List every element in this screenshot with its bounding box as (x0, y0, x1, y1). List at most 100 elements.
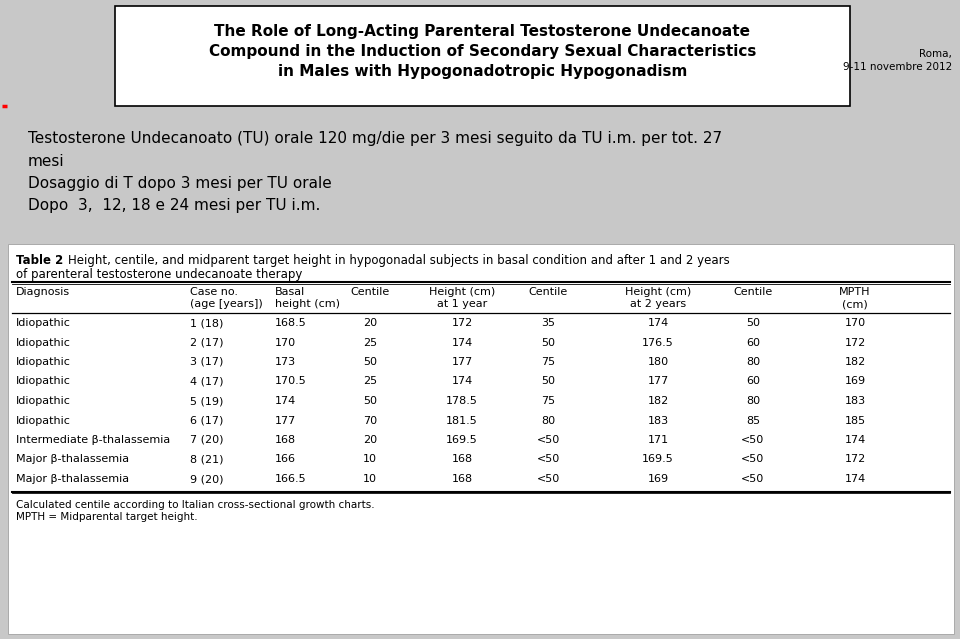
Text: 25: 25 (363, 337, 377, 348)
Text: 182: 182 (647, 396, 668, 406)
Text: MPTH
(cm): MPTH (cm) (839, 287, 871, 309)
Text: Intermediate β-thalassemia: Intermediate β-thalassemia (16, 435, 170, 445)
Text: <50: <50 (741, 435, 764, 445)
Text: Case no.
(age [years]): Case no. (age [years]) (190, 287, 263, 309)
Text: 174: 174 (275, 396, 297, 406)
Text: 169: 169 (845, 376, 866, 387)
Text: Idiopathic: Idiopathic (16, 376, 71, 387)
Text: Table 2: Table 2 (16, 254, 63, 267)
Text: 170.5: 170.5 (275, 376, 307, 387)
Text: 183: 183 (647, 415, 668, 426)
Text: 85: 85 (746, 415, 760, 426)
Text: 1 (18): 1 (18) (190, 318, 224, 328)
Text: 180: 180 (647, 357, 668, 367)
Text: mesi: mesi (28, 154, 64, 169)
Text: Basal
height (cm): Basal height (cm) (275, 287, 340, 309)
Text: 3 (17): 3 (17) (190, 357, 224, 367)
Text: 166.5: 166.5 (275, 474, 306, 484)
Text: <50: <50 (741, 474, 764, 484)
Text: Height (cm)
at 1 year: Height (cm) at 1 year (429, 287, 495, 309)
Text: 20: 20 (363, 318, 377, 328)
Text: 70: 70 (363, 415, 377, 426)
Text: 168: 168 (451, 454, 472, 465)
Text: 172: 172 (845, 454, 866, 465)
Text: of parenteral testosterone undecanoate therapy: of parenteral testosterone undecanoate t… (16, 268, 302, 281)
Text: 185: 185 (845, 415, 866, 426)
Text: 173: 173 (275, 357, 296, 367)
Text: 5 (19): 5 (19) (190, 396, 224, 406)
Text: 168.5: 168.5 (275, 318, 307, 328)
Text: 80: 80 (540, 415, 555, 426)
Text: 10: 10 (363, 474, 377, 484)
Text: <50: <50 (537, 474, 560, 484)
Text: 60: 60 (746, 376, 760, 387)
Text: 80: 80 (746, 357, 760, 367)
Text: 168: 168 (451, 474, 472, 484)
Text: The Role of Long-Acting Parenteral Testosterone Undecanoate: The Role of Long-Acting Parenteral Testo… (214, 24, 751, 39)
Text: Roma,
9-11 novembre 2012: Roma, 9-11 novembre 2012 (843, 49, 952, 72)
Text: Major β-thalassemia: Major β-thalassemia (16, 474, 130, 484)
Text: 10: 10 (363, 454, 377, 465)
Text: Dosaggio di T dopo 3 mesi per TU orale: Dosaggio di T dopo 3 mesi per TU orale (28, 176, 332, 191)
Text: Idiopathic: Idiopathic (16, 337, 71, 348)
Text: 174: 174 (845, 435, 866, 445)
Text: 169: 169 (647, 474, 668, 484)
Text: 8 (21): 8 (21) (190, 454, 224, 465)
Text: Compound in the Induction of Secondary Sexual Characteristics: Compound in the Induction of Secondary S… (209, 44, 756, 59)
Text: 80: 80 (746, 396, 760, 406)
Text: 170: 170 (845, 318, 866, 328)
Text: 174: 174 (451, 337, 472, 348)
Text: 25: 25 (363, 376, 377, 387)
Text: <50: <50 (537, 435, 560, 445)
Text: 172: 172 (451, 318, 472, 328)
FancyBboxPatch shape (115, 6, 850, 106)
Text: 4 (17): 4 (17) (190, 376, 224, 387)
Text: Centile: Centile (733, 287, 773, 297)
Text: 182: 182 (845, 357, 866, 367)
Text: 166: 166 (275, 454, 296, 465)
Text: 183: 183 (845, 396, 866, 406)
Text: 181.5: 181.5 (446, 415, 478, 426)
Text: Idiopathic: Idiopathic (16, 396, 71, 406)
Text: 169.5: 169.5 (642, 454, 674, 465)
Text: 50: 50 (363, 396, 377, 406)
Text: 171: 171 (647, 435, 668, 445)
Text: Calculated centile according to Italian cross-sectional growth charts.: Calculated centile according to Italian … (16, 500, 374, 509)
Text: 6 (17): 6 (17) (190, 415, 224, 426)
Text: 75: 75 (540, 357, 555, 367)
Text: 177: 177 (647, 376, 668, 387)
Text: 7 (20): 7 (20) (190, 435, 224, 445)
Text: 178.5: 178.5 (446, 396, 478, 406)
Text: Idiopathic: Idiopathic (16, 318, 71, 328)
FancyBboxPatch shape (8, 244, 954, 634)
Text: Centile: Centile (350, 287, 390, 297)
Text: 174: 174 (451, 376, 472, 387)
Text: Major β-thalassemia: Major β-thalassemia (16, 454, 130, 465)
Text: 50: 50 (541, 376, 555, 387)
Text: 2 (17): 2 (17) (190, 337, 224, 348)
Text: 177: 177 (275, 415, 297, 426)
Text: 50: 50 (746, 318, 760, 328)
Text: 168: 168 (275, 435, 296, 445)
Text: 75: 75 (540, 396, 555, 406)
Text: MPTH = Midparental target height.: MPTH = Midparental target height. (16, 512, 198, 523)
Text: 176.5: 176.5 (642, 337, 674, 348)
Text: Testosterone Undecanoato (TU) orale 120 mg/die per 3 mesi seguito da TU i.m. per: Testosterone Undecanoato (TU) orale 120 … (28, 131, 722, 146)
Text: <50: <50 (741, 454, 764, 465)
Text: Idiopathic: Idiopathic (16, 357, 71, 367)
Text: 169.5: 169.5 (446, 435, 478, 445)
Text: 50: 50 (363, 357, 377, 367)
Text: in Males with Hypogonadotropic Hypogonadism: in Males with Hypogonadotropic Hypogonad… (277, 64, 687, 79)
Text: Height, centile, and midparent target height in hypogonadal subjects in basal co: Height, centile, and midparent target he… (68, 254, 730, 267)
Text: 60: 60 (746, 337, 760, 348)
Text: 20: 20 (363, 435, 377, 445)
Text: Height (cm)
at 2 years: Height (cm) at 2 years (625, 287, 691, 309)
Text: Dopo  3,  12, 18 e 24 mesi per TU i.m.: Dopo 3, 12, 18 e 24 mesi per TU i.m. (28, 198, 321, 213)
Text: 170: 170 (275, 337, 296, 348)
Text: Idiopathic: Idiopathic (16, 415, 71, 426)
Text: 9 (20): 9 (20) (190, 474, 224, 484)
Text: 35: 35 (541, 318, 555, 328)
Text: 174: 174 (647, 318, 668, 328)
Text: 50: 50 (541, 337, 555, 348)
Text: 174: 174 (845, 474, 866, 484)
